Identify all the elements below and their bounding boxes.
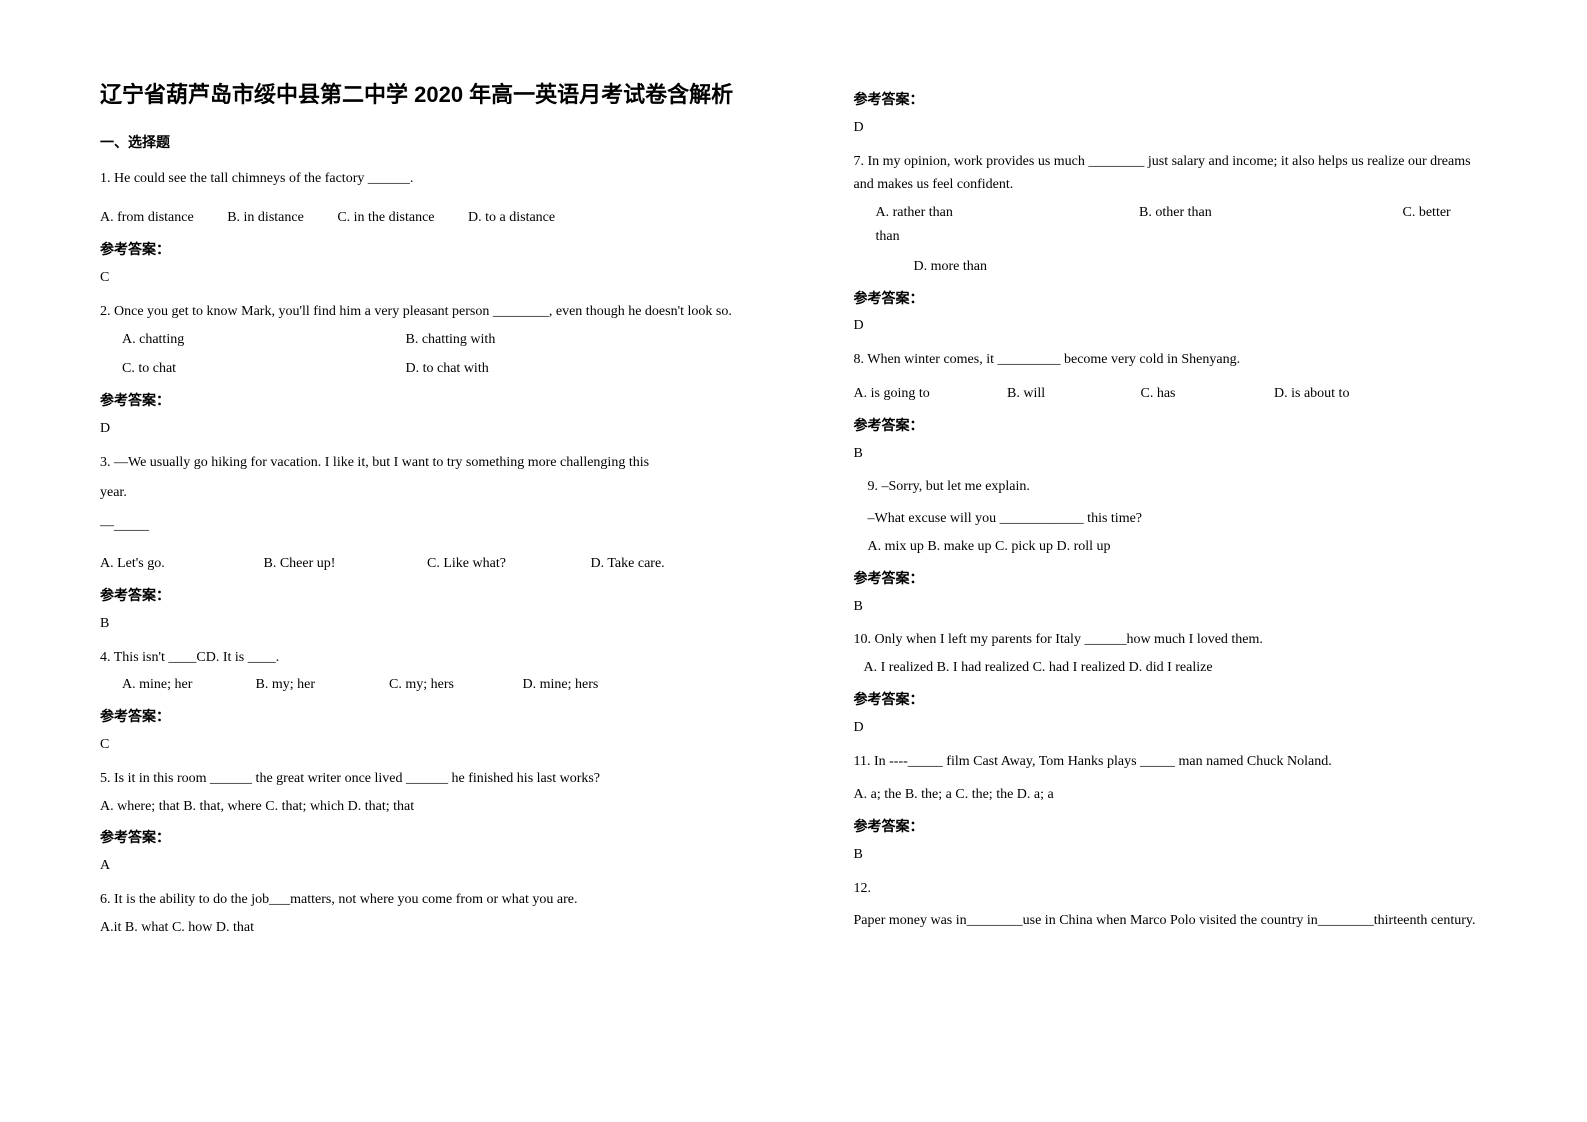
q2-options-row1: A. chatting B. chatting with — [100, 328, 734, 352]
q8-text: 8. When winter comes, it _________ becom… — [854, 348, 1488, 372]
q3-optA: A. Let's go. — [100, 552, 230, 576]
q9-answer: B — [854, 595, 1488, 619]
q3-answer-label: 参考答案： — [100, 584, 734, 608]
q2-options-row2: C. to chat D. to chat with — [100, 357, 734, 381]
q11-text: 11. In ----_____ film Cast Away, Tom Han… — [854, 750, 1488, 774]
q2-answer-label: 参考答案： — [100, 389, 734, 413]
q7-answer-label: 参考答案： — [854, 287, 1488, 311]
q1-options: A. from distance B. in distance C. in th… — [100, 206, 734, 230]
q11-options: A. a; the B. the; a C. the; the D. a; a — [854, 783, 1488, 807]
q6-text: 6. It is the ability to do the job___mat… — [100, 888, 734, 912]
q8-optC: C. has — [1141, 382, 1241, 406]
q4-options: A. mine; her B. my; her C. my; hers D. m… — [100, 673, 734, 697]
q10-options: A. I realized B. I had realized C. had I… — [854, 656, 1488, 680]
q2-optD: D. to chat with — [406, 361, 489, 376]
q1-answer-label: 参考答案： — [100, 238, 734, 262]
q4-optB: B. my; her — [256, 673, 356, 697]
q5-answer-label: 参考答案： — [100, 826, 734, 850]
q6-answer-label: 参考答案： — [854, 88, 1488, 112]
q4-answer: C — [100, 733, 734, 757]
exam-page: 辽宁省葫芦岛市绥中县第二中学 2020 年高一英语月考试卷含解析 一、选择题 1… — [0, 0, 1587, 1122]
q12-text: Paper money was in________use in China w… — [854, 909, 1488, 933]
q7-optA: A. rather than — [876, 201, 1106, 225]
q1-text: 1. He could see the tall chimneys of the… — [100, 167, 734, 191]
q7-options-row1: A. rather than B. other than C. better t… — [854, 201, 1488, 249]
q3-optC: C. Like what? — [427, 552, 557, 576]
q1-optB: B. in distance — [227, 210, 304, 225]
q7-optD: D. more than — [914, 259, 987, 274]
q1-optA: A. from distance — [100, 210, 194, 225]
q8-optD: D. is about to — [1274, 386, 1349, 401]
q7-text: 7. In my opinion, work provides us much … — [854, 150, 1488, 198]
q11-answer-label: 参考答案： — [854, 815, 1488, 839]
q2-optB: B. chatting with — [406, 332, 496, 347]
q7-optB: B. other than — [1139, 201, 1369, 225]
q10-answer: D — [854, 716, 1488, 740]
q6-options: A.it B. what C. how D. that — [100, 916, 734, 940]
q10-text: 10. Only when I left my parents for Ital… — [854, 628, 1488, 652]
q4-optA: A. mine; her — [122, 673, 222, 697]
q2-text: 2. Once you get to know Mark, you'll fin… — [100, 300, 734, 324]
q11-answer: B — [854, 843, 1488, 867]
q2-optC: C. to chat — [122, 357, 372, 381]
q2-optA: A. chatting — [122, 328, 372, 352]
q9-line2: –What excuse will you ____________ this … — [854, 507, 1488, 531]
q12-num: 12. — [854, 877, 1488, 901]
q3-line1: 3. —We usually go hiking for vacation. I… — [100, 451, 734, 475]
left-column: 辽宁省葫芦岛市绥中县第二中学 2020 年高一英语月考试卷含解析 一、选择题 1… — [0, 0, 794, 1122]
exam-title: 辽宁省葫芦岛市绥中县第二中学 2020 年高一英语月考试卷含解析 — [100, 80, 734, 111]
q7-answer: D — [854, 314, 1488, 338]
q4-answer-label: 参考答案： — [100, 705, 734, 729]
q1-answer: C — [100, 266, 734, 290]
q4-optD: D. mine; hers — [523, 677, 599, 692]
q3-answer: B — [100, 612, 734, 636]
q6-answer: D — [854, 116, 1488, 140]
q8-options: A. is going to B. will C. has D. is abou… — [854, 382, 1488, 406]
q1-optD: D. to a distance — [468, 210, 555, 225]
q8-optA: A. is going to — [854, 382, 974, 406]
q5-answer: A — [100, 854, 734, 878]
q9-line1: 9. –Sorry, but let me explain. — [854, 475, 1488, 499]
q8-answer-label: 参考答案： — [854, 414, 1488, 438]
q2-answer: D — [100, 417, 734, 441]
q3-line3: —_____ — [100, 514, 734, 538]
q1-optC: C. in the distance — [337, 210, 434, 225]
q4-optC: C. my; hers — [389, 673, 489, 697]
q5-options: A. where; that B. that, where C. that; w… — [100, 795, 734, 819]
q5-text: 5. Is it in this room ______ the great w… — [100, 767, 734, 791]
section-heading: 一、选择题 — [100, 131, 734, 155]
q4-text: 4. This isn't ____CD. It is ____. — [100, 646, 734, 670]
q3-options: A. Let's go. B. Cheer up! C. Like what? … — [100, 552, 734, 576]
q8-optB: B. will — [1007, 382, 1107, 406]
q3-line2: year. — [100, 481, 734, 505]
q7-options-row2: D. more than — [854, 255, 1488, 279]
right-column: 参考答案： D 7. In my opinion, work provides … — [794, 0, 1587, 1122]
q3-optB: B. Cheer up! — [264, 552, 394, 576]
q9-options: A. mix up B. make up C. pick up D. roll … — [854, 535, 1488, 559]
q10-answer-label: 参考答案： — [854, 688, 1488, 712]
q8-answer: B — [854, 442, 1488, 466]
q3-optD: D. Take care. — [591, 556, 665, 571]
q9-answer-label: 参考答案： — [854, 567, 1488, 591]
